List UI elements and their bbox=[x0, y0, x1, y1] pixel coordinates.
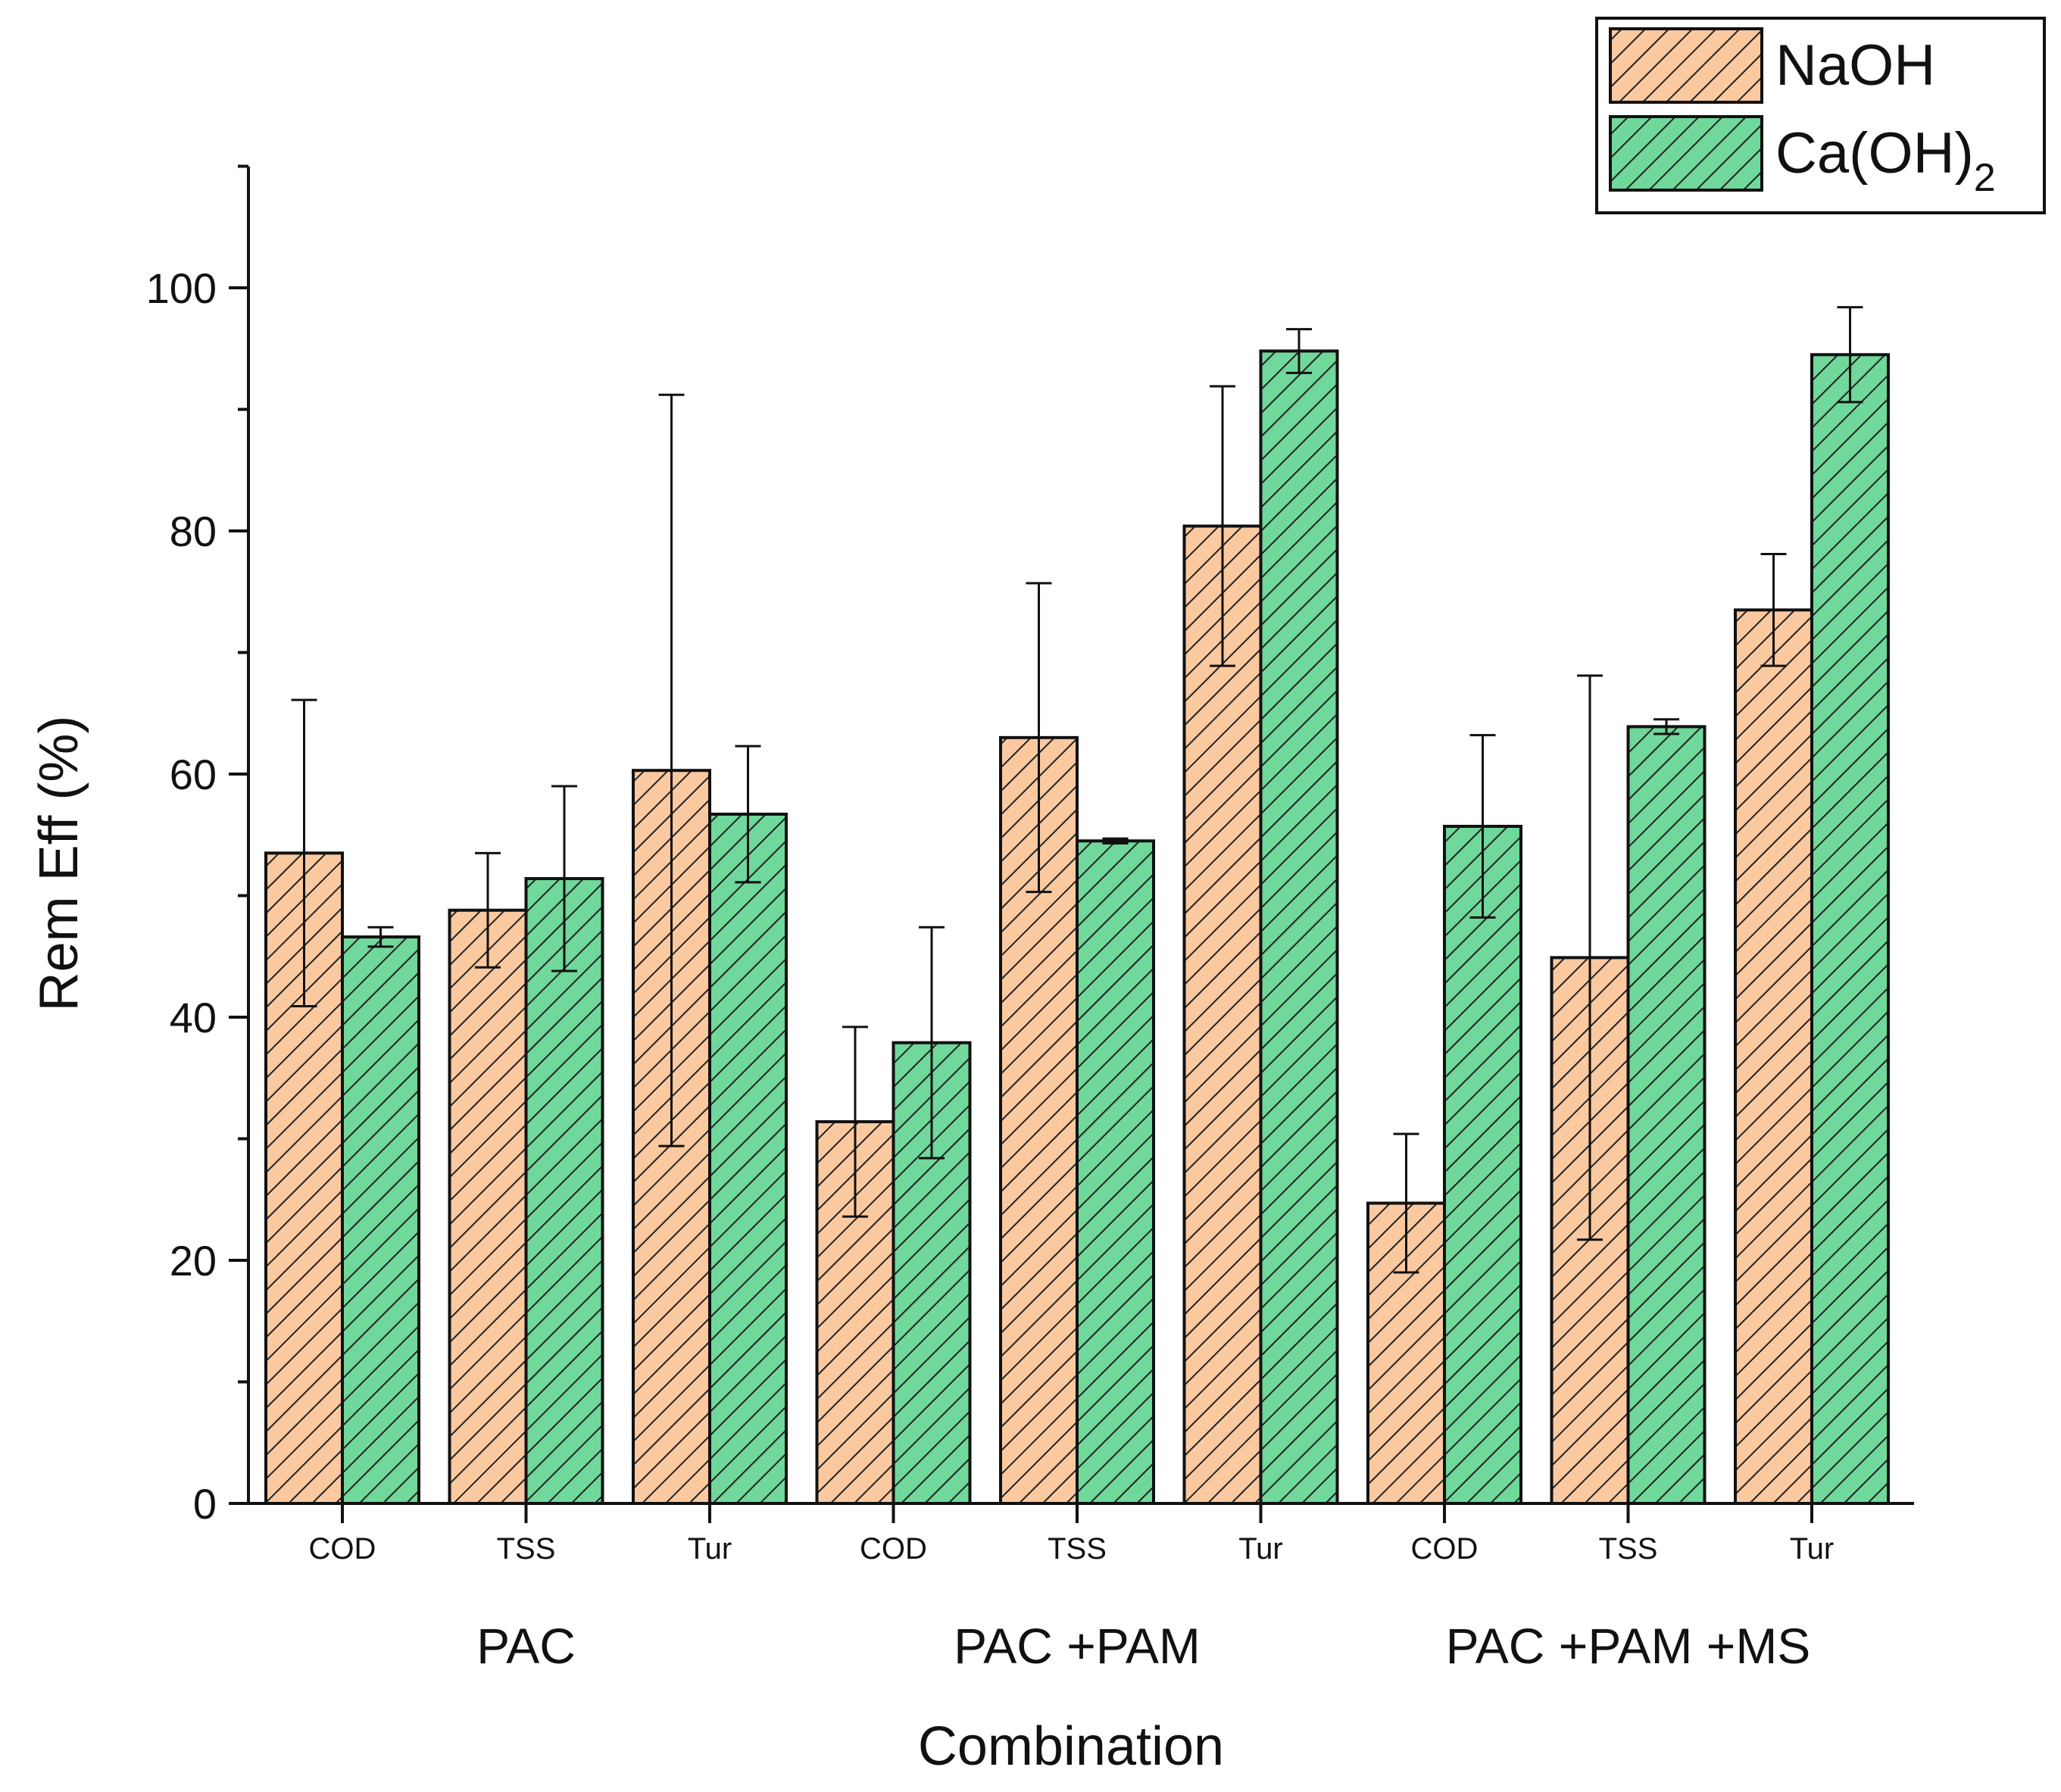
y-tick-label-60: 60 bbox=[170, 751, 217, 798]
bars-layer bbox=[264, 349, 1890, 1506]
axes-layer: COD TSS Tur COD TSS Tur COD TSS Tur 0 20 40 60 80 100 P… bbox=[146, 164, 1914, 1674]
bar-naoh-6-tur bbox=[1182, 524, 1263, 1506]
legend-swatch-caoh2 bbox=[1609, 115, 1763, 192]
x-tick-label-2-tss: TSS bbox=[497, 1532, 556, 1566]
error-bar-naoh-1 bbox=[291, 698, 317, 1008]
bar-ca-oh-2-4-cod bbox=[892, 1041, 972, 1505]
bar-naoh-9-tur bbox=[1734, 608, 1813, 1506]
y-tick-label-0: 0 bbox=[193, 1480, 217, 1528]
error-bar-ca-oh-2-2 bbox=[551, 785, 577, 972]
x-axis-title: Combination bbox=[918, 1716, 1224, 1777]
error-bar-naoh-2 bbox=[475, 851, 501, 969]
error-bar-naoh-6 bbox=[1210, 385, 1235, 667]
group-label-pac: PAC bbox=[476, 1618, 576, 1674]
error-bar-naoh-5 bbox=[1026, 582, 1052, 894]
error-bar-ca-oh-2-3 bbox=[735, 745, 761, 884]
bar-ca-oh-2-3-tur bbox=[708, 812, 788, 1505]
error-bar-naoh-7 bbox=[1393, 1132, 1419, 1274]
x-tick-label-1-cod: COD bbox=[309, 1532, 376, 1566]
y-axis-title: Rem Eff (%) bbox=[29, 716, 89, 1012]
bar-ca-oh-2-1-cod bbox=[341, 935, 420, 1505]
error-bar-ca-oh-2-5 bbox=[1102, 837, 1129, 844]
x-tick-label-4-cod: COD bbox=[860, 1532, 927, 1566]
y-tick-label-100: 100 bbox=[146, 264, 217, 312]
legend: NaOH Ca(OH)2 bbox=[1595, 17, 2046, 214]
error-bar-ca-oh-2-8 bbox=[1653, 718, 1679, 735]
legend-label-caoh2-main: Ca(OH) bbox=[1775, 121, 1974, 186]
y-tick-label-20: 20 bbox=[170, 1237, 217, 1285]
error-bars-layer bbox=[291, 306, 1863, 1274]
x-tick-label-8-tss: TSS bbox=[1599, 1532, 1658, 1566]
legend-label-naoh: NaOH bbox=[1775, 33, 1935, 98]
bar-ca-oh-2-2-tss bbox=[524, 877, 604, 1505]
y-tick-label-80: 80 bbox=[170, 507, 217, 555]
error-bar-naoh-3 bbox=[658, 393, 685, 1147]
legend-label-caoh2: Ca(OH)2 bbox=[1775, 121, 1996, 200]
group-label-pac-pam: PAC +PAM bbox=[954, 1618, 1201, 1674]
error-bar-ca-oh-2-7 bbox=[1469, 734, 1496, 919]
bar-ca-oh-2-6-tur bbox=[1259, 349, 1339, 1506]
error-bar-ca-oh-2-9 bbox=[1837, 306, 1863, 404]
x-tick-label-7-cod: COD bbox=[1411, 1532, 1479, 1566]
error-bar-ca-oh-2-6 bbox=[1286, 328, 1312, 374]
error-bar-naoh-8 bbox=[1577, 674, 1603, 1241]
legend-label-caoh2-subscript: 2 bbox=[1974, 156, 1996, 200]
legend-swatch-naoh bbox=[1609, 27, 1763, 104]
error-bar-naoh-9 bbox=[1760, 552, 1787, 667]
group-label-pac-pam-ms: PAC +PAM +MS bbox=[1446, 1618, 1811, 1674]
bar-ca-oh-2-7-cod bbox=[1443, 825, 1522, 1505]
error-bar-ca-oh-2-4 bbox=[919, 926, 945, 1160]
x-tick-label-6-tur: Tur bbox=[1238, 1532, 1283, 1566]
x-tick-label-5-tss: TSS bbox=[1048, 1532, 1107, 1566]
x-tick-label-9-tur: Tur bbox=[1790, 1532, 1835, 1566]
bar-ca-oh-2-8-tss bbox=[1626, 725, 1707, 1505]
bar-naoh-2-tss bbox=[448, 908, 528, 1505]
bar-ca-oh-2-5-tss bbox=[1076, 839, 1155, 1505]
bar-ca-oh-2-9-tur bbox=[1810, 353, 1890, 1505]
y-tick-label-40: 40 bbox=[170, 994, 217, 1041]
error-bar-naoh-4 bbox=[842, 1026, 868, 1218]
error-bar-ca-oh-2-1 bbox=[367, 926, 394, 948]
x-tick-label-3-tur: Tur bbox=[688, 1532, 732, 1566]
